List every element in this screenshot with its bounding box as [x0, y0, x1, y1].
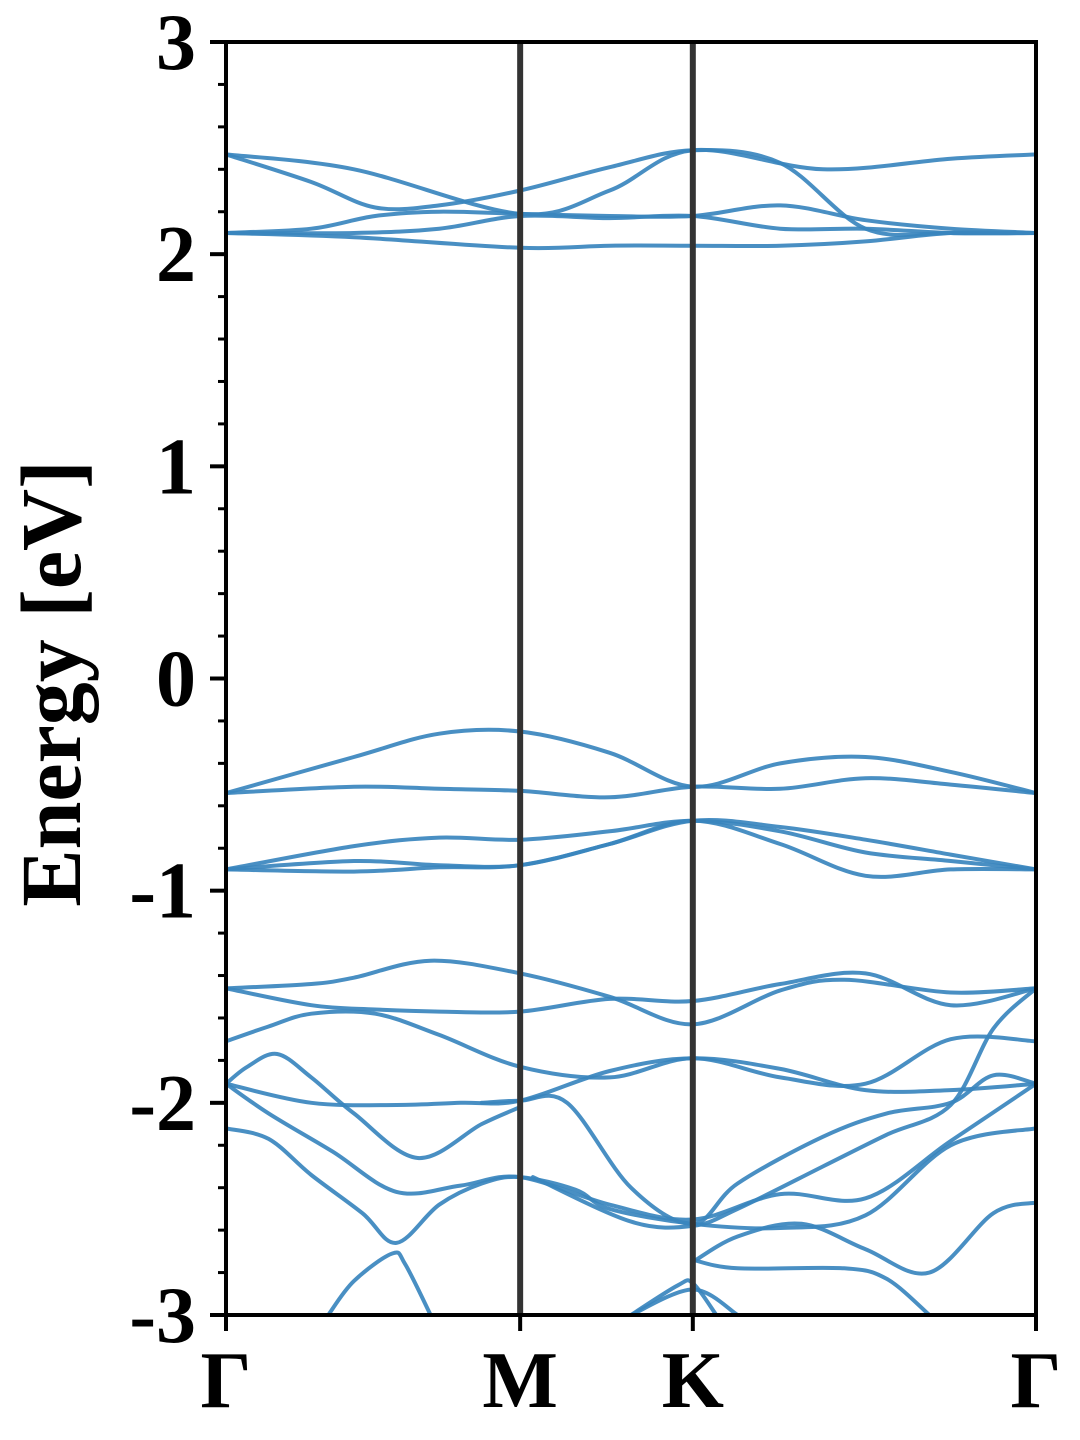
y-tick-label: -2 — [129, 1060, 196, 1148]
band-line-17 — [226, 1126, 1036, 1245]
band-line-16 — [226, 1081, 1036, 1222]
y-tick-label: 0 — [156, 636, 196, 724]
y-tick-label: 2 — [156, 211, 196, 299]
x-tick-label-Γ: Γ — [1011, 1337, 1062, 1425]
band-line-7 — [226, 776, 1036, 800]
x-tick-label-K: K — [662, 1337, 724, 1425]
y-tick-label: -1 — [129, 848, 196, 936]
band-line-3 — [226, 203, 1036, 235]
band-line-18 — [479, 1072, 1036, 1226]
y-tick-label: 3 — [156, 0, 196, 87]
band-line-6 — [226, 727, 1036, 796]
band-line-20 — [690, 1200, 1036, 1276]
band-line-8 — [226, 818, 1036, 872]
band-line-14 — [226, 1051, 523, 1161]
band-line-1 — [226, 147, 1036, 217]
band-line-4 — [226, 213, 1036, 236]
band-line-2 — [226, 148, 1036, 238]
band-line-19 — [530, 986, 1036, 1230]
x-tick-label-Γ: Γ — [201, 1337, 252, 1425]
x-tick-label-M: M — [482, 1337, 558, 1425]
y-axis-label: Energy [eV] — [3, 460, 99, 907]
band-line-5 — [226, 230, 1036, 251]
band-lines — [226, 147, 1036, 1315]
band-line-10 — [226, 817, 1036, 874]
y-axis-ticks: 3 2 1 0 -1 -2 -3 — [129, 0, 226, 1360]
band-line-13 — [226, 1009, 1036, 1088]
y-tick-label: -3 — [129, 1272, 196, 1360]
y-tick-label: 1 — [156, 423, 196, 511]
band-line-22 — [326, 1250, 433, 1315]
high-symmetry-lines — [517, 42, 696, 1315]
band-line-21 — [690, 1257, 932, 1315]
band-line-12 — [226, 970, 1036, 1015]
band-line-23 — [629, 1278, 719, 1315]
band-line-15 — [226, 1056, 1036, 1108]
